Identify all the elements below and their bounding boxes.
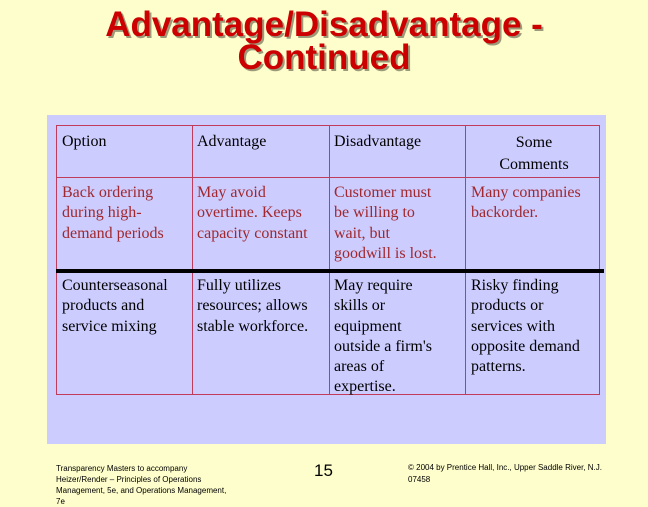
text-line: products or: [471, 297, 544, 315]
column-divider: [329, 125, 330, 395]
text-line: Transparency Masters to accompany: [56, 464, 188, 473]
header-advantage: Advantage: [197, 133, 267, 150]
text-line: resources; allows: [197, 297, 308, 315]
column-divider: [192, 125, 193, 395]
row1-comments: Many companies backorder.: [471, 183, 581, 224]
row2-disadvantage: May require skills or equipment outside …: [334, 276, 432, 398]
text-line: patterns.: [471, 358, 526, 376]
text-line: wait, but: [334, 224, 390, 242]
header-comments-text: Some Comments: [499, 134, 569, 173]
column-divider: [465, 125, 466, 395]
text-line: stable workforce.: [197, 317, 309, 335]
row1-disadvantage: Customer must be willing to wait, but go…: [334, 183, 437, 264]
text-line: overtime. Keeps: [197, 204, 302, 222]
text-line: be willing to: [334, 204, 415, 222]
text-line: 07458: [408, 475, 431, 484]
text-line: Back ordering: [62, 184, 154, 201]
text-line: © 2004 by Prentice Hall, Inc., Upper Sad…: [408, 463, 602, 472]
text-line: Many companies: [471, 184, 581, 201]
header-disadvantage: Disadvantage: [334, 133, 422, 150]
row2-comments: Risky finding products or services with …: [471, 276, 580, 377]
text-line: opposite demand: [471, 337, 580, 355]
text-line: expertise.: [334, 378, 396, 396]
text-line: Risky finding: [471, 277, 559, 294]
page-number: 15: [314, 461, 333, 480]
text-line: demand periods: [62, 224, 164, 242]
row2-option: Counterseasonal products and service mix…: [62, 276, 168, 337]
text-line: service mixing: [62, 317, 157, 335]
text-line: backorder.: [471, 204, 539, 222]
text-line: Customer must: [334, 184, 432, 201]
text-line: Heizer/Render – Principles of Operations: [56, 475, 202, 484]
header-some-comments: Some Comments: [470, 132, 598, 176]
footer-citation: Transparency Masters to accompany Heizer…: [56, 463, 226, 507]
slide-title: Advantage/Disadvantage - Continued: [0, 5, 648, 77]
row2-advantage: Fully utilizes resources; allows stable …: [197, 276, 308, 337]
text-line: during high-: [62, 204, 142, 222]
row1-option: Back ordering during high- demand period…: [62, 183, 164, 244]
header-option: Option: [62, 133, 107, 150]
table-frame: [56, 125, 600, 395]
title-line-2: Continued: [237, 38, 411, 77]
text-line: Fully utilizes: [197, 277, 281, 294]
footer-copyright: © 2004 by Prentice Hall, Inc., Upper Sad…: [408, 462, 602, 486]
title-line-1: Advantage/Disadvantage -: [105, 5, 543, 44]
header-row-divider: [56, 177, 600, 178]
text-line: goodwill is lost.: [334, 244, 437, 262]
text-line: May avoid: [197, 184, 266, 201]
text-line: services with: [471, 317, 555, 335]
text-line: areas of: [334, 358, 385, 376]
table-panel: [47, 115, 606, 444]
text-line: products and: [62, 297, 145, 315]
text-line: capacity constant: [197, 224, 308, 242]
row-divider-thick: [56, 269, 604, 273]
text-line: 7e: [56, 497, 65, 506]
text-line: Management, 5e, and Operations Managemen…: [56, 486, 227, 495]
text-line: skills or: [334, 297, 386, 315]
text-line: May require: [334, 277, 413, 294]
text-line: Counterseasonal: [62, 277, 168, 294]
row1-advantage: May avoid overtime. Keeps capacity const…: [197, 183, 308, 244]
text-line: outside a firm's: [334, 337, 432, 355]
text-line: equipment: [334, 317, 402, 335]
